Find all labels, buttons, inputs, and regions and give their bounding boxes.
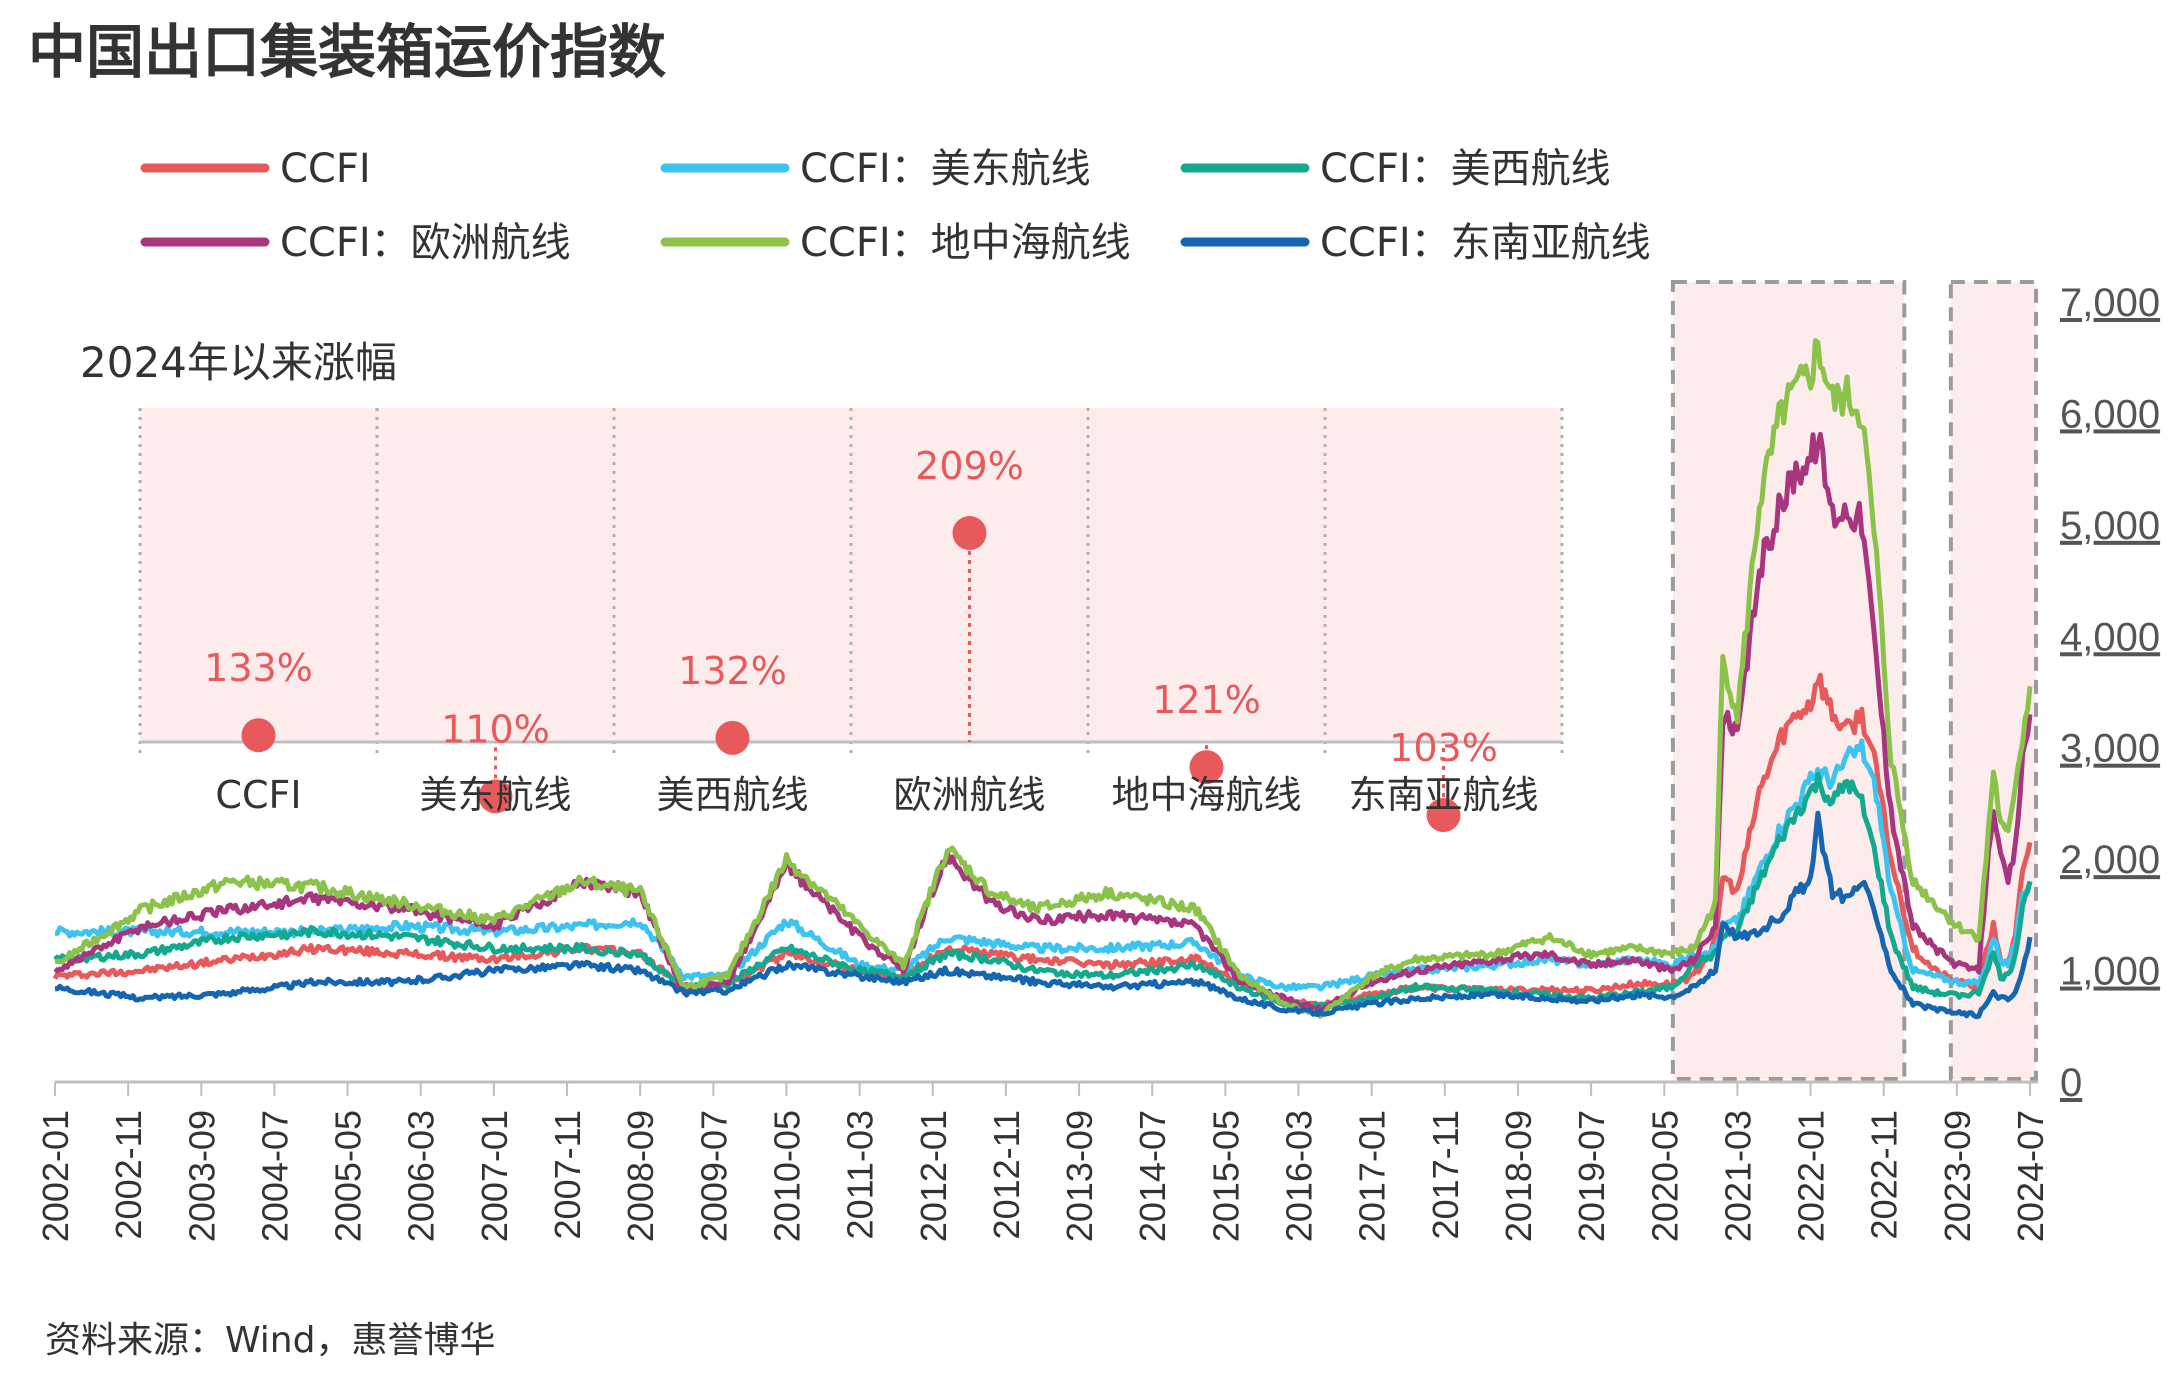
x-tick-label: 2018-09	[1498, 1110, 1539, 1242]
inset-category-label: 东南亚航线	[1348, 773, 1538, 817]
y-tick-label: 0	[2060, 1061, 2082, 1105]
x-tick-label: 2020-05	[1644, 1110, 1685, 1242]
x-tick-label: 2007-01	[474, 1110, 515, 1242]
source-note: 资料来源：Wind，惠誉博华	[45, 1320, 495, 1361]
x-tick-label: 2024-07	[2010, 1110, 2051, 1242]
y-tick-label: 1,000	[2060, 950, 2160, 994]
x-tick-label: 2008-09	[620, 1110, 661, 1242]
y-tick-label: 7,000	[2060, 281, 2160, 325]
x-tick-label: 2013-09	[1059, 1110, 1100, 1242]
x-tick-label: 2016-03	[1279, 1110, 1320, 1242]
x-tick-label: 2012-11	[986, 1110, 1027, 1239]
x-tick-label: 2009-07	[693, 1110, 734, 1242]
legend-label: CCFI	[280, 146, 371, 192]
inset-category-label: CCFI	[215, 773, 301, 817]
legend-label: CCFI：地中海航线	[800, 220, 1131, 266]
y-tick-label: 4,000	[2060, 615, 2160, 659]
y-tick-label: 3,000	[2060, 727, 2160, 771]
x-tick-label: 2015-05	[1205, 1110, 1246, 1242]
inset-value-label: 121%	[1152, 678, 1261, 722]
x-tick-label: 2014-07	[1132, 1110, 1173, 1242]
x-tick-label: 2021-03	[1717, 1110, 1758, 1242]
x-tick-label: 2005-05	[328, 1110, 369, 1242]
x-tick-label: 2022-01	[1791, 1110, 1832, 1242]
series-line-6	[54, 810, 2033, 1020]
x-tick-label: 2010-05	[766, 1110, 807, 1242]
inset-dot	[1426, 798, 1461, 833]
x-tick-label: 2004-07	[254, 1110, 295, 1242]
x-tick-label: 2023-09	[1937, 1110, 1978, 1242]
inset-value-label: 103%	[1389, 726, 1498, 770]
x-tick-label: 2011-03	[840, 1110, 881, 1239]
x-tick-label: 2017-01	[1352, 1110, 1393, 1242]
series-line-5	[54, 338, 2033, 1019]
x-tick-label: 2019-07	[1571, 1110, 1612, 1242]
legend-label: CCFI：美西航线	[1320, 146, 1611, 192]
legend-label: CCFI：美东航线	[800, 146, 1091, 192]
legend-label: CCFI：东南亚航线	[1320, 220, 1651, 266]
y-tick-label: 5,000	[2060, 504, 2160, 548]
x-tick-label: 2022-11	[1864, 1110, 1905, 1239]
inset-category-label: 地中海航线	[1111, 773, 1301, 817]
y-tick-label: 2,000	[2060, 838, 2160, 882]
inset-dot	[715, 720, 750, 755]
inset-dot	[952, 516, 987, 551]
inset-dot	[241, 718, 276, 753]
inset-category-label: 美东航线	[419, 773, 571, 817]
legend-label: CCFI：欧洲航线	[280, 220, 571, 266]
series-line-1	[52, 672, 2033, 1009]
series-line-3	[53, 771, 2033, 1011]
inset-value-label: 133%	[204, 646, 313, 690]
inset-category-label: 美西航线	[656, 773, 808, 817]
series-layer	[52, 338, 2033, 1020]
axes: 0 1,000 2,000 3,000 4,000 5,000 6,000 7,000 2002…	[35, 281, 2160, 1242]
inset-value-label: 209%	[915, 444, 1024, 488]
inset-dot	[478, 779, 513, 814]
inset-lollipop-chart: 2024年以来涨幅 133% CCFI 110% 美东航线 132% 美西航线 209% 欧洲…	[80, 338, 1564, 833]
legend: CCFI CCFI：美东航线 CCFI：美西航线 CCFI：欧洲航线 CCFI：地中海航…	[140, 146, 1651, 266]
x-tick-label: 2002-11	[108, 1110, 149, 1239]
x-tick-label: 2007-11	[547, 1110, 588, 1239]
inset-title: 2024年以来涨幅	[80, 338, 397, 387]
inset-panel	[140, 408, 1562, 742]
x-tick-label: 2012-01	[913, 1110, 954, 1242]
inset-value-label: 132%	[678, 649, 787, 693]
x-tick-label: 2003-09	[181, 1110, 222, 1242]
inset-category-label: 欧洲航线	[893, 773, 1045, 817]
x-tick-label: 2017-11	[1425, 1110, 1466, 1239]
y-tick-label: 6,000	[2060, 392, 2160, 436]
x-tick-label: 2002-01	[35, 1110, 76, 1242]
inset-value-label: 110%	[441, 707, 550, 751]
inset-dot	[1189, 750, 1224, 785]
x-tick-label: 2006-03	[401, 1110, 442, 1242]
chart-title: 中国出口集装箱运价指数	[28, 18, 666, 86]
